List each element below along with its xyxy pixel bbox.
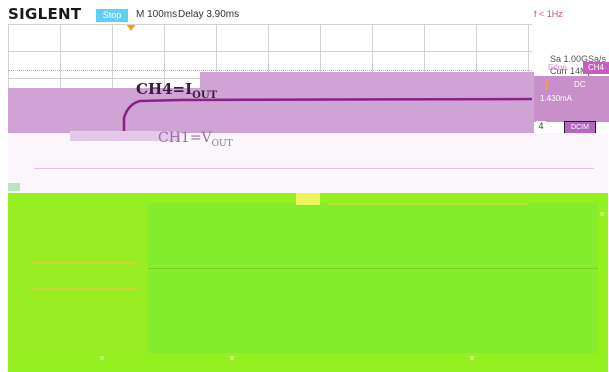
bottom-dot (100, 356, 104, 360)
bottom-panel-left (8, 203, 148, 353)
ch1-offset-marker[interactable] (8, 183, 20, 191)
bottom-trace-top (328, 203, 528, 205)
run-stop-status[interactable]: Stop (96, 9, 128, 22)
trigger-channel-tag[interactable]: CH4 (583, 62, 609, 74)
trigger-level: 1.430mA (540, 94, 573, 103)
trigger-type[interactable]: Edge (548, 63, 567, 72)
ch1-trace (34, 168, 594, 169)
ch1-band (8, 133, 608, 193)
ch1-label-sub: OUT (211, 138, 233, 149)
ch4-label-main: CH4=I (136, 80, 193, 98)
ch4-label: CH4=IOUT (136, 80, 217, 101)
brand-logo: SIGLENT (8, 5, 82, 23)
ch1-band-artifact (70, 131, 180, 141)
bottom-panel-main (148, 203, 598, 353)
edge-rising-icon: ⨍ (544, 79, 550, 91)
memory-depth: Curr 14Mpts (550, 66, 600, 76)
bottom-trace-mid (148, 268, 598, 269)
bottom-channel-strip (296, 193, 320, 205)
frequency-readout: f < 1Hz (534, 9, 563, 19)
status-bar: SIGLENT Stop M 100ms Delay 3.90ms f < 1H… (0, 0, 609, 24)
bottom-dot (230, 356, 234, 360)
ch4-band-upper (200, 72, 534, 88)
trigger-coupling: DC (574, 80, 586, 89)
reference-line-2 (30, 288, 138, 290)
ch4-label-sub: OUT (192, 90, 218, 101)
trigger-settings-box[interactable]: ⨍ DC 1.430mA (534, 76, 609, 122)
timebase-readout[interactable]: M 100ms (136, 9, 178, 20)
ch4-scale-badge[interactable]: 4 (536, 121, 546, 133)
reference-line-1 (30, 262, 138, 264)
grid-center-line (8, 70, 532, 71)
bottom-dot (600, 212, 604, 216)
ch1-label: CH1=VOUT (158, 130, 233, 149)
ch1-label-main: CH1=V (158, 130, 212, 146)
sample-rate: Sa 1.00GSa/s (550, 54, 607, 64)
ch4-band (8, 88, 534, 133)
delay-readout[interactable]: Delay 3.90ms (178, 9, 240, 20)
bottom-dot (470, 356, 474, 360)
